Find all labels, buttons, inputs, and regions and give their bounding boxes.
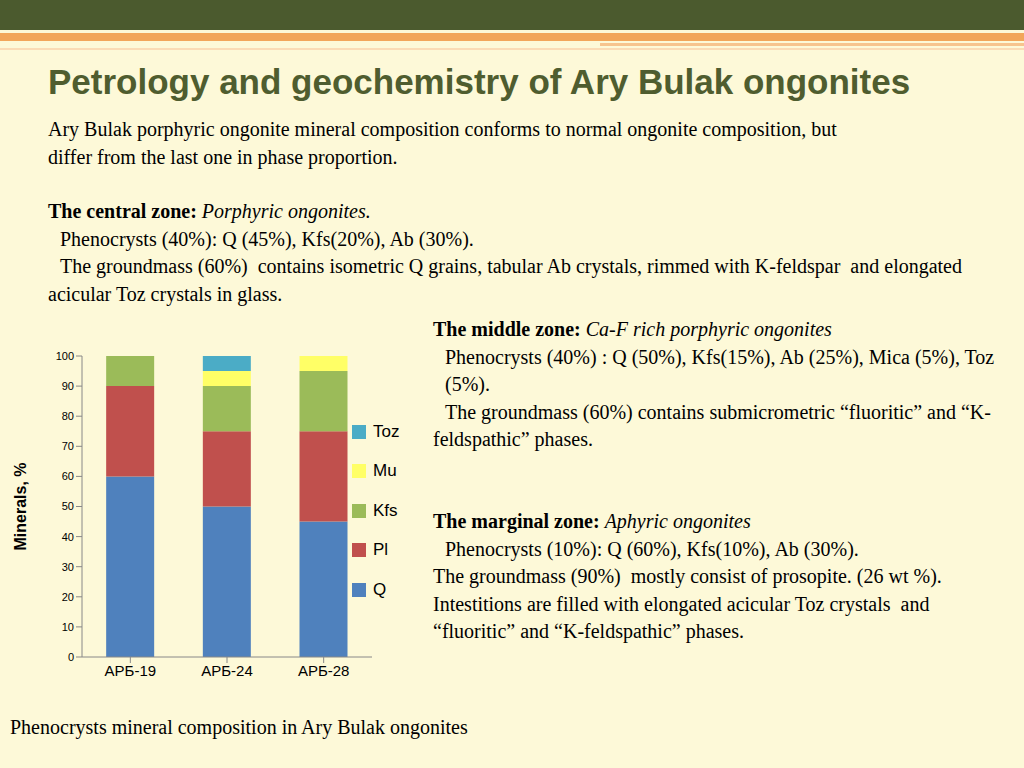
- html-text:Q: Q: [373, 579, 387, 599]
- html-text:Phenocrysts (10%): Q (60%), Kf: Phenocrysts (10%): Q (60%), Kfs(10%), Ab…: [445, 537, 859, 560]
- svg-text:100: 100: [56, 350, 74, 362]
- svg-text:10: 10: [62, 621, 74, 633]
- html-text:Phenocrysts (40%) : Q (50%), K: Phenocrysts (40%) : Q (50%), Kfs(15%), A…: [445, 345, 1000, 395]
- svg-text:40: 40: [62, 531, 74, 543]
- svg-text:АРБ-19: АРБ-19: [105, 662, 157, 679]
- html-text:The marginal zone: Aphyric ong: The marginal zone: Aphyric ongonites: [433, 510, 751, 532]
- html-text:The groundmass (60%) contains: The groundmass (60%) contains isometric …: [48, 255, 967, 305]
- svg-text:АРБ-28: АРБ-28: [298, 662, 350, 679]
- html-text:Ary Bulak porphyric ongonite m: Ary Bulak porphyric ongonite mineral com…: [48, 118, 842, 168]
- html-text:Petrology and geochemistry of: Petrology and geochemistry of Ary Bulak …: [48, 62, 911, 101]
- html-text:Pl: Pl: [373, 540, 389, 560]
- svg-text:20: 20: [62, 591, 74, 603]
- html-text:Kfs: Kfs: [373, 500, 398, 520]
- html-text:The middle zone: Ca-F rich por: The middle zone: Ca-F rich porphyric ong…: [433, 318, 832, 340]
- svg-text:70: 70: [62, 440, 74, 452]
- html-text:The groundmass (90%) mostly co: The groundmass (90%) mostly consist of p…: [433, 565, 947, 642]
- html-text:Toz: Toz: [373, 421, 400, 441]
- svg-text:АРБ-24: АРБ-24: [201, 662, 253, 679]
- svg-text:80: 80: [62, 410, 74, 422]
- html-text:The central zone: Porphyric on: The central zone: Porphyric ongonites.: [48, 200, 371, 222]
- svg-text:Minerals, %: Minerals, %: [12, 462, 29, 550]
- svg-text:90: 90: [62, 380, 74, 392]
- html-text:Phenocrysts (40%): Q (45%), Kf: Phenocrysts (40%): Q (45%), Kfs(20%), Ab…: [60, 227, 474, 250]
- html-text:Phenocrysts mineral compositio: Phenocrysts mineral composition in Ary B…: [10, 716, 468, 738]
- svg-text:30: 30: [62, 561, 74, 573]
- svg-text:50: 50: [62, 500, 74, 512]
- svg-text:0: 0: [68, 651, 74, 663]
- html-text:The groundmass (60%) contains: The groundmass (60%) contains submicrome…: [433, 400, 991, 450]
- html-text:Mu: Mu: [373, 461, 397, 481]
- svg-text:60: 60: [62, 470, 74, 482]
